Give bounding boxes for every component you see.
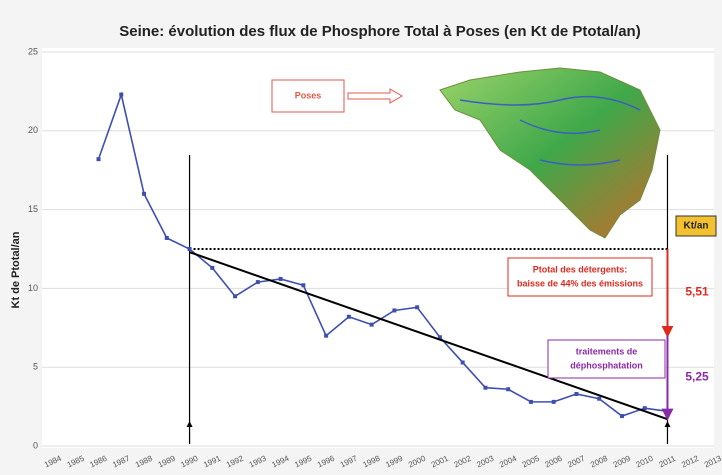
point xyxy=(210,266,214,270)
point xyxy=(119,93,123,97)
chart-title: Seine: évolution des flux de Phosphore T… xyxy=(119,23,640,40)
annotation-text: baisse de 44% des émissions xyxy=(517,278,643,288)
y-tick-label: 15 xyxy=(28,204,38,214)
y-tick-label: 0 xyxy=(33,440,38,450)
point xyxy=(324,334,328,338)
point xyxy=(574,392,578,396)
reduction-value: 5,25 xyxy=(685,369,709,383)
point xyxy=(301,283,305,287)
point xyxy=(506,387,510,391)
y-tick-label: 5 xyxy=(33,362,38,372)
point xyxy=(165,236,169,240)
point xyxy=(97,157,101,161)
point xyxy=(142,192,146,196)
point xyxy=(256,280,260,284)
y-tick-label: 20 xyxy=(28,125,38,135)
map-label: Poses xyxy=(295,90,322,100)
annotation-text: Ptotal des détergents: xyxy=(533,264,628,274)
point xyxy=(552,400,556,404)
point xyxy=(188,247,192,251)
point xyxy=(392,308,396,312)
page: Seine: évolution des flux de Phosphore T… xyxy=(0,0,722,475)
point xyxy=(415,305,419,309)
y-tick-label: 10 xyxy=(28,283,38,293)
point xyxy=(461,360,465,364)
reduction-value: 5,51 xyxy=(685,285,709,299)
point xyxy=(347,315,351,319)
point xyxy=(620,414,624,418)
chart: Seine: évolution des flux de Phosphore T… xyxy=(0,0,722,475)
annotation-text: traitements de xyxy=(576,346,638,356)
annotation-text: déphosphatation xyxy=(570,360,643,370)
point xyxy=(529,400,533,404)
point xyxy=(483,386,487,390)
point xyxy=(643,406,647,410)
y-axis-label: Kt de Ptotal/an xyxy=(10,231,22,308)
unit-label: Kt/an xyxy=(684,221,709,232)
y-tick-label: 25 xyxy=(28,46,38,56)
point xyxy=(279,277,283,281)
point xyxy=(233,294,237,298)
point xyxy=(370,323,374,327)
point xyxy=(597,397,601,401)
